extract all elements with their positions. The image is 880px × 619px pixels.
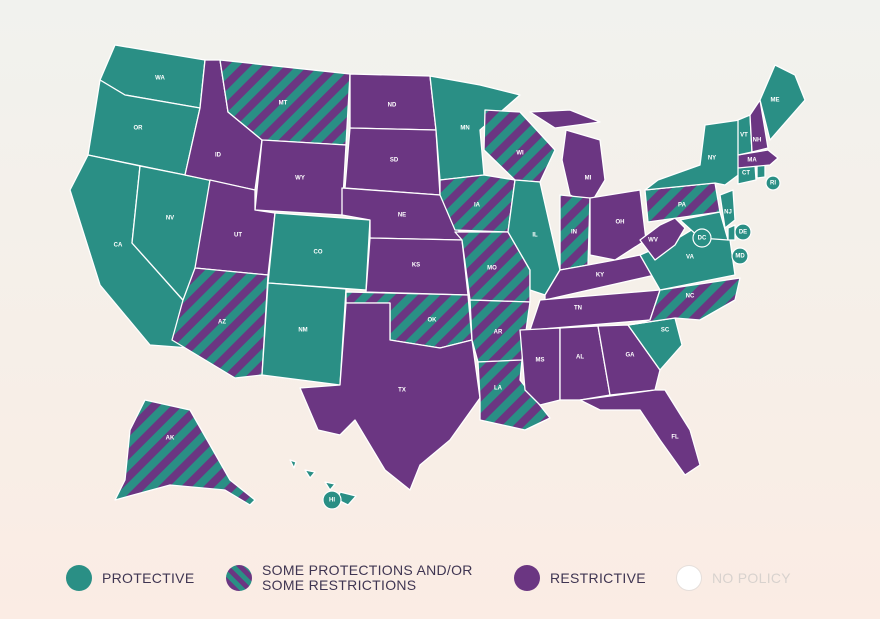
state-label-ms: MS xyxy=(536,358,545,364)
state-label-ar: AR xyxy=(494,330,503,336)
state-label-nm: NM xyxy=(298,328,307,334)
state-shape-ak xyxy=(114,399,256,506)
legend-item-mixed: SOME PROTECTIONS AND/OR SOME RESTRICTION… xyxy=(226,556,502,600)
state-shape-la xyxy=(477,359,551,431)
state-shape-ms xyxy=(519,327,561,406)
state-label-mt: MT xyxy=(279,101,288,107)
map-legend: PROTECTIVE SOME PROTECTIONS AND/OR SOME … xyxy=(0,556,880,600)
state-label-nc: NC xyxy=(686,294,695,300)
state-label-pa: PA xyxy=(678,203,687,209)
state-label-ok: OK xyxy=(428,318,438,324)
legend-swatch-mixed xyxy=(226,565,252,591)
state-label-nh: NH xyxy=(753,138,762,144)
state-bubble-de xyxy=(734,223,752,241)
state-shape-nh xyxy=(749,99,769,153)
state-shape-me xyxy=(759,64,806,141)
legend-label-no-policy: NO POLICY xyxy=(712,569,791,586)
state-shape-oh xyxy=(589,189,647,261)
state-label-ca: CA xyxy=(114,243,123,249)
state-shape-wv xyxy=(639,217,686,261)
legend-item-restrictive: RESTRICTIVE xyxy=(514,556,646,600)
state-bubble-dc xyxy=(692,228,712,248)
state-label-id: ID xyxy=(215,153,222,159)
state-label-md: MD xyxy=(735,254,745,260)
state-label-nj: NJ xyxy=(724,210,732,216)
state-shape-ri xyxy=(756,164,766,179)
state-shape-ky xyxy=(544,254,656,301)
state-label-ia: IA xyxy=(474,203,481,209)
us-states-map: WA OR CA NV ID MT WY UT CO AZ NM ND SD NE KS OK TX MN IA MO… xyxy=(69,44,806,510)
state-shape-ga xyxy=(597,324,661,396)
state-label-sc: SC xyxy=(661,328,670,334)
state-label-wi: WI xyxy=(516,151,524,157)
state-label-ks: KS xyxy=(412,263,420,269)
state-label-al: AL xyxy=(576,355,584,361)
legend-label-restrictive: RESTRICTIVE xyxy=(550,569,646,586)
state-shape-tx xyxy=(299,302,481,491)
state-label-ga: GA xyxy=(626,353,636,359)
state-label-ut: UT xyxy=(234,233,242,239)
state-bubble-ri xyxy=(765,175,781,191)
state-shape-fl xyxy=(579,389,701,476)
state-label-ct: CT xyxy=(742,171,750,177)
state-label-ne: NE xyxy=(398,213,406,219)
state-label-me: ME xyxy=(771,98,780,104)
state-label-ky: KY xyxy=(596,273,604,279)
state-shape-mn xyxy=(429,75,521,181)
state-label-dc: DC xyxy=(698,236,707,242)
legend-swatch-protective xyxy=(66,565,92,591)
state-label-wy: WY xyxy=(295,176,305,182)
state-label-wv: WV xyxy=(648,238,658,244)
legend-swatch-no-policy xyxy=(676,565,702,591)
state-label-ri: RI xyxy=(770,181,776,187)
state-label-tn: TN xyxy=(574,306,582,312)
state-label-nd: ND xyxy=(388,103,397,109)
state-label-or: OR xyxy=(134,126,144,132)
state-label-ny: NY xyxy=(708,156,716,162)
state-label-wa: WA xyxy=(155,76,165,82)
state-label-mo: MO xyxy=(487,266,497,272)
legend-item-no-policy: NO POLICY xyxy=(676,556,791,600)
state-label-mi: MI xyxy=(585,176,592,182)
legend-swatch-restrictive xyxy=(514,565,540,591)
state-label-az: AZ xyxy=(218,320,226,326)
state-label-il: IL xyxy=(532,233,538,239)
state-bubble-hi xyxy=(322,490,342,510)
state-label-ma: MA xyxy=(747,158,757,164)
state-shape-hi xyxy=(289,459,357,506)
state-shape-ma xyxy=(737,149,779,169)
state-label-nv: NV xyxy=(166,216,174,222)
state-shape-il xyxy=(507,179,561,296)
state-label-in: IN xyxy=(571,230,577,236)
state-shape-md xyxy=(679,211,729,241)
legend-item-protective: PROTECTIVE xyxy=(66,556,194,600)
state-label-la: LA xyxy=(494,386,503,392)
state-label-vt: VT xyxy=(740,133,748,139)
state-label-mn: MN xyxy=(460,126,469,132)
state-label-de: DE xyxy=(739,230,747,236)
legend-label-protective: PROTECTIVE xyxy=(102,569,195,586)
state-label-co: CO xyxy=(314,250,323,256)
state-label-fl: FL xyxy=(671,435,679,441)
state-label-sd: SD xyxy=(390,158,399,164)
state-shape-ny xyxy=(644,119,746,191)
legend-label-mixed: SOME PROTECTIONS AND/OR SOME RESTRICTION… xyxy=(262,562,473,593)
state-shape-nc xyxy=(627,277,741,326)
state-shape-de xyxy=(727,224,736,241)
state-label-va: VA xyxy=(686,255,695,261)
state-label-oh: OH xyxy=(616,220,625,226)
state-shape-nj xyxy=(719,189,736,229)
state-bubble-md xyxy=(731,247,749,265)
state-shape-nm xyxy=(261,282,347,386)
state-label-ak: AK xyxy=(166,436,175,442)
state-label-tx: TX xyxy=(398,388,406,394)
state-label-hi: HI xyxy=(329,498,335,504)
state-shape-az xyxy=(171,267,269,379)
